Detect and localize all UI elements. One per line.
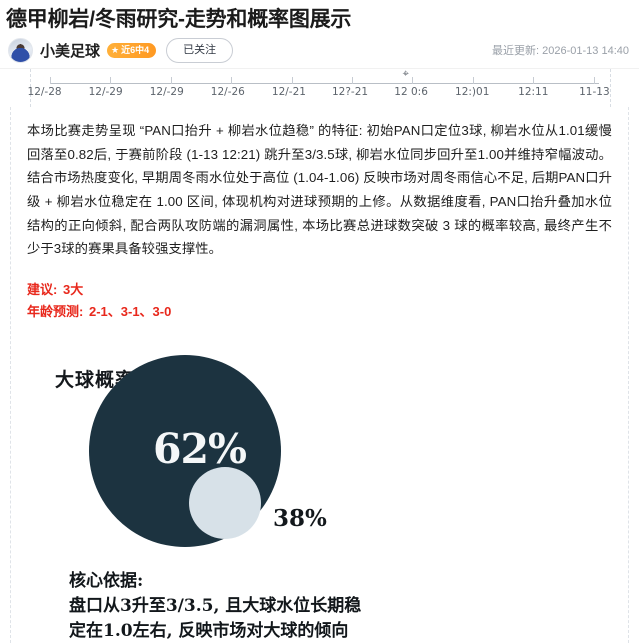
- author-name[interactable]: 小美足球: [40, 42, 101, 60]
- author-row: 小美足球 ★ 近6中4 已关注 最近更新: 2026-01-13 14:40: [0, 36, 639, 66]
- axis-tick-label: 12/-28: [27, 86, 62, 99]
- last-update-text: 最近更新: 2026-01-13 14:40: [492, 45, 629, 58]
- axis-tick-label: 12:11: [518, 86, 549, 99]
- suggestion-line: 建议: 3大: [27, 279, 612, 301]
- axis-left-rail: [30, 69, 31, 108]
- core-reason-title: 核心依据:: [69, 571, 144, 592]
- status-badge: ★ 近6中4: [107, 42, 157, 58]
- axis-tick-label: 12/-21: [271, 86, 306, 99]
- axis-tick-label: 12/-26: [210, 86, 245, 99]
- follow-button[interactable]: 已关注: [166, 37, 234, 63]
- content-card: 本场比赛走势呈现 “PAN口抬升 + 柳岩水位趋稳” 的特征: 初始PAN口定位…: [10, 107, 629, 643]
- suggestion-label: 建议:: [27, 282, 58, 298]
- core-reason-line-2: 定在1.0左右, 反映市场对大球的倾向: [69, 620, 349, 641]
- axis-tick-label: 12 0:6: [394, 86, 428, 99]
- core-reason-line-1: 盘口从3升至3/3.5, 且大球水位长期稳: [69, 595, 362, 616]
- axis-line: [50, 83, 599, 85]
- star-icon: ★: [111, 44, 120, 55]
- avatar[interactable]: [8, 37, 33, 63]
- axis-tick-label: 12/-29: [88, 86, 123, 99]
- axis-tick-labels: 12/-28 12/-29 12/-29 12/-26 12/-21 12?-2…: [0, 86, 639, 98]
- axis-tick-label: 11-13: [579, 86, 610, 99]
- score-prediction-line: 年龄预测: 2-1、3-1、3-0: [27, 301, 612, 323]
- timeline-axis[interactable]: ⌖ 12/-28 12/-29 12/-29 12/-26 12/-21 12?…: [0, 68, 639, 108]
- axis-tick-label: 12?-21: [331, 86, 369, 99]
- status-badge-label: 近6中4: [121, 44, 150, 55]
- pie-minor-value: 38%: [273, 505, 327, 533]
- pie-graphic: 62%: [87, 353, 283, 549]
- axis-ticks: [50, 77, 599, 85]
- suggestion-value: 3大: [62, 282, 84, 298]
- axis-tick-label: 12/-29: [149, 86, 184, 99]
- axis-right-rail: [610, 69, 611, 108]
- chart-title: 大球概率: [55, 369, 136, 392]
- analysis-paragraph: 本场比赛走势呈现 “PAN口抬升 + 柳岩水位趋稳” 的特征: 初始PAN口定位…: [27, 123, 612, 257]
- axis-tick-label: 12:)01: [455, 86, 490, 99]
- pick-block: 建议: 3大 年龄预测: 2-1、3-1、3-0: [27, 279, 612, 323]
- score-prediction-value: 2-1、3-1、3-0: [88, 304, 172, 320]
- probability-chart: 大球概率 62% 38%: [27, 347, 612, 577]
- pie-major-value: 62%: [153, 425, 247, 474]
- page-title: 德甲柳岩/冬雨研究-走势和概率图展示: [6, 8, 352, 31]
- core-reason-block: 核心依据: 盘口从3升至3/3.5, 且大球水位长期稳 定在1.0左右, 反映市…: [27, 569, 612, 643]
- pin-marker-icon: ⌖: [402, 68, 409, 81]
- score-prediction-label: 年龄预测:: [27, 304, 84, 320]
